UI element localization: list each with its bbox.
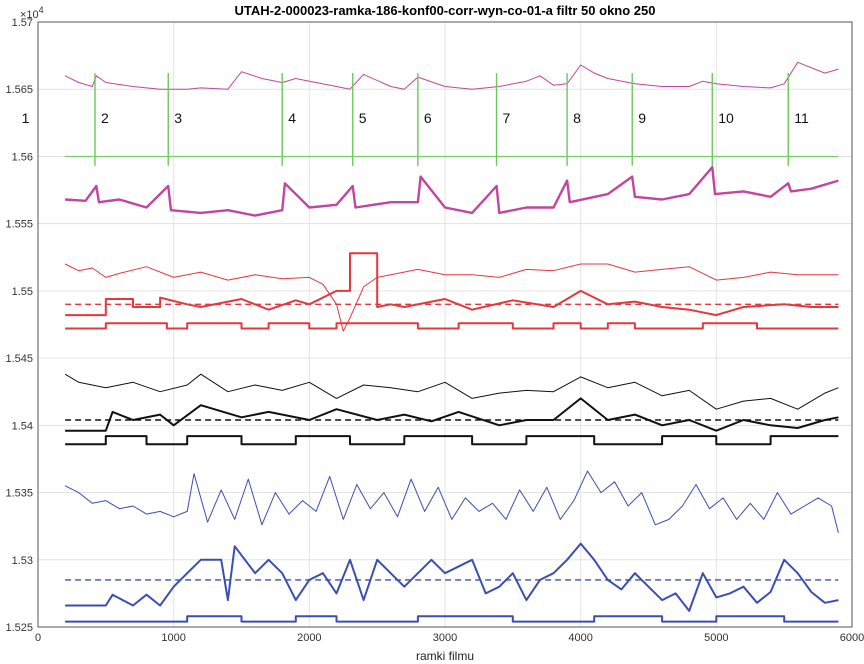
segment-label-6: 6 <box>424 110 432 126</box>
segment-label-7: 7 <box>503 110 511 126</box>
series-black-step <box>65 435 839 446</box>
x-axis-label: ramki filmu <box>416 649 474 663</box>
segment-markers: 1 2 3 4 5 6 7 8 9 10 11 <box>22 73 809 166</box>
series-magenta-thick <box>65 165 839 217</box>
segment-label-3: 3 <box>174 110 182 126</box>
series-magenta-thin <box>64 61 839 90</box>
y-tick-label-2: 1.535 <box>5 488 33 500</box>
segment-label-8: 8 <box>573 110 581 126</box>
segment-label-9: 9 <box>638 110 646 126</box>
segment-label-5: 5 <box>359 110 367 126</box>
series-blue-step <box>65 615 839 623</box>
segment-label-2: 2 <box>101 110 109 126</box>
series-layer <box>64 61 839 623</box>
plot-frame <box>37 21 853 628</box>
x-tick-label-1: 1000 <box>161 632 185 644</box>
y-tick-label-0: 1.525 <box>5 622 33 634</box>
x-tick-label-0: 0 <box>35 632 41 644</box>
x-tick-label-6: 6000 <box>840 632 864 644</box>
y-tick-label-6: 1.555 <box>5 219 33 231</box>
series-blue-thin <box>64 470 839 534</box>
y-exponent-base: ×10 <box>20 9 39 21</box>
y-tick-label-7: 1.56 <box>12 151 33 163</box>
series-red-thin <box>64 263 839 332</box>
y-axis-exponent: ×104 <box>20 5 44 21</box>
segment-label-10: 10 <box>718 110 734 126</box>
x-tick-label-3: 3000 <box>433 632 457 644</box>
y-tick-label-3: 1.54 <box>12 420 33 432</box>
y-tick-label-5: 1.55 <box>12 286 33 298</box>
x-tick-label-4: 4000 <box>568 632 592 644</box>
y-tick-label-4: 1.545 <box>5 353 33 365</box>
series-black-thin <box>64 373 839 410</box>
series-blue-thick <box>65 542 839 612</box>
chart-title: UTAH-2-000023-ramka-186-konf00-corr-wyn-… <box>235 3 656 18</box>
segment-label-11: 11 <box>794 110 809 126</box>
segment-label-1: 1 <box>22 110 30 126</box>
y-exponent-power: 4 <box>39 5 44 15</box>
y-tick-label-9: 1.57 <box>12 17 33 29</box>
y-tick-label-8: 1.565 <box>5 84 33 96</box>
segment-label-4: 4 <box>288 110 296 126</box>
y-tick-label-1: 1.53 <box>12 555 33 567</box>
series-red-thick <box>65 252 839 317</box>
tick-labels: 0 1000 2000 3000 4000 5000 6000 1.525 1.53 1.535 1… <box>5 17 864 644</box>
x-tick-label-5: 5000 <box>704 632 728 644</box>
series-black-thick <box>65 397 839 432</box>
x-tick-label-2: 2000 <box>297 632 321 644</box>
series-red-step <box>65 322 839 330</box>
